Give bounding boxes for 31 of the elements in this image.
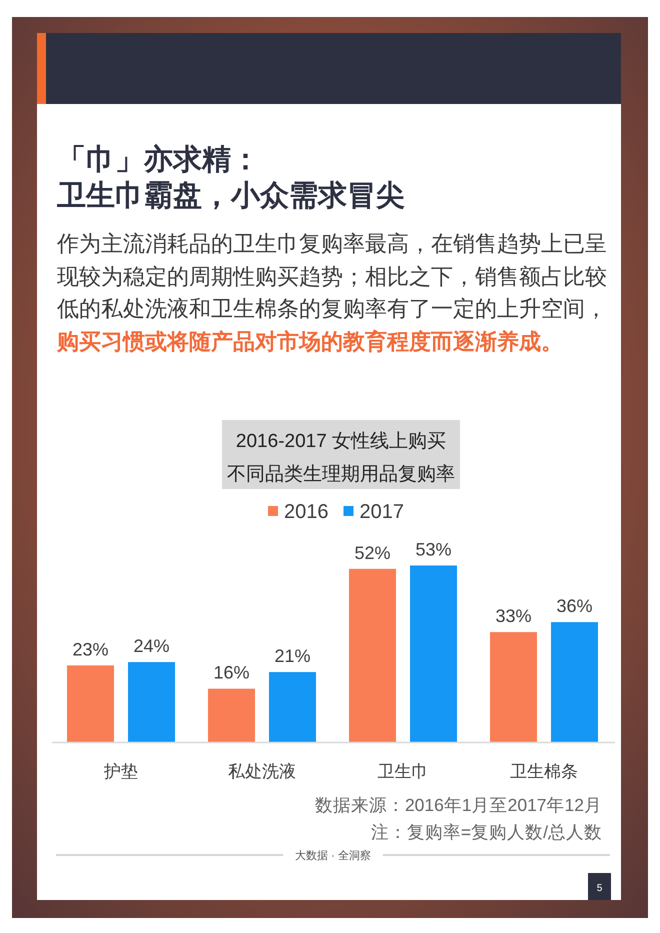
- data-label: 36%: [556, 596, 593, 616]
- text: 「巾」亦求精：: [57, 142, 260, 178]
- data-label: 53%: [415, 540, 452, 560]
- text: 作为主流消耗品的卫生巾复购率最高，在销售趋势上已呈现较为稳定的周期性购买趋势；相比之下，销售额占比较低的私处洗液和卫生棉条的复购率有了一定的上升空间，: [57, 230, 608, 323]
- bar: [128, 662, 175, 742]
- data-label: 16%: [213, 662, 250, 683]
- x-tick-label: 护垫: [103, 762, 138, 781]
- text: 卫生巾霸盘，小众需求冒尖: [57, 179, 405, 214]
- bar: [410, 566, 457, 742]
- bar: [269, 672, 316, 742]
- bar: [551, 622, 598, 742]
- x-tick-label: 私处洗液: [228, 762, 296, 781]
- data-label: 21%: [274, 646, 311, 666]
- bar: [490, 632, 537, 742]
- legend-label: 2017: [360, 501, 404, 523]
- x-tick-label: 卫生巾: [378, 762, 428, 781]
- data-label: 23%: [72, 639, 109, 660]
- text: 注：复购率=复购人数/总人数: [370, 822, 602, 842]
- legend-label: 2016: [284, 501, 328, 523]
- text: 5: [596, 883, 603, 894]
- source-note: 数据来源：2016年1月至2017年12月: [314, 795, 602, 815]
- bar: [208, 688, 255, 742]
- data-label: 33%: [495, 606, 532, 626]
- data-label: 24%: [133, 636, 170, 656]
- x-tick-label: 卫生棉条: [510, 762, 578, 781]
- text: 大数据 · 全洞察: [295, 849, 371, 862]
- bar: [349, 568, 396, 742]
- bar: [67, 665, 114, 742]
- data-label: 52%: [354, 542, 391, 563]
- chart-title: 2016-2017 女性线上购买不同品类生理期用品复购率: [227, 431, 455, 485]
- text: 购买习惯或将随产品对市场的教育程度而逐渐养成。: [57, 328, 564, 356]
